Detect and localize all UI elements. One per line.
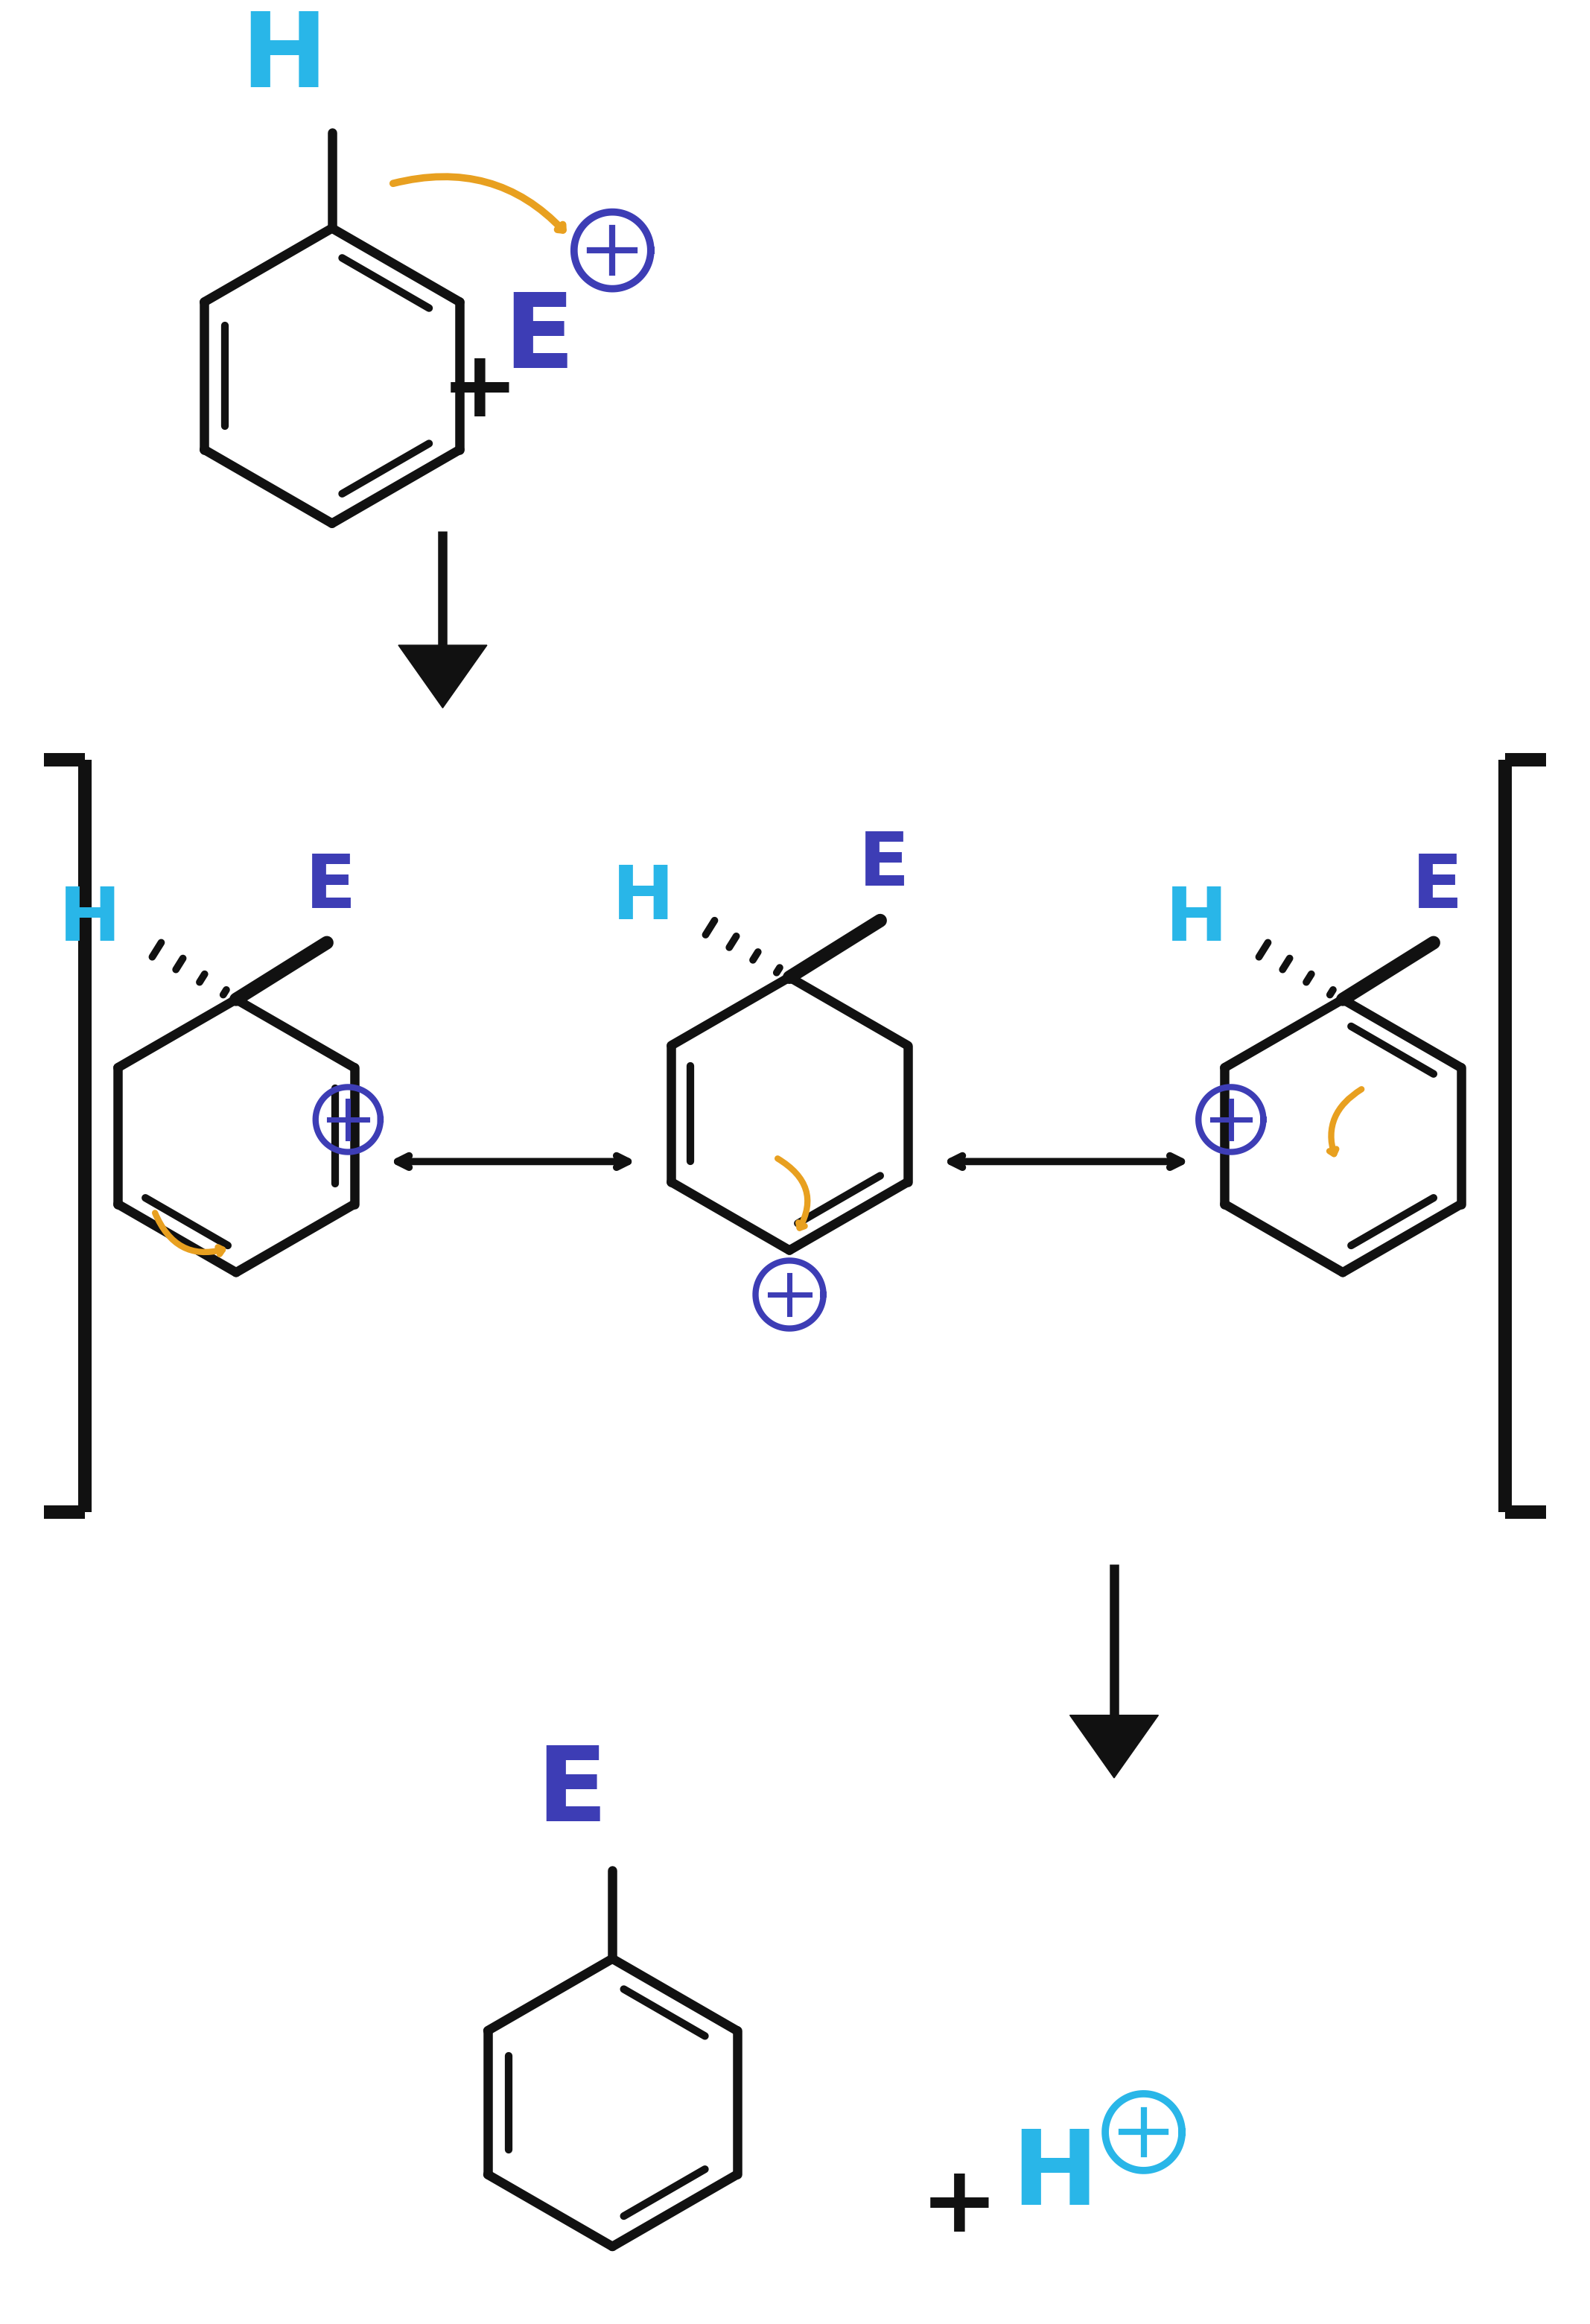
- Text: H: H: [1011, 2126, 1099, 2226]
- Polygon shape: [399, 646, 487, 709]
- Text: E: E: [859, 830, 909, 902]
- Text: E: E: [305, 851, 356, 923]
- Text: +: +: [921, 2161, 999, 2252]
- Polygon shape: [1070, 1715, 1159, 1778]
- Text: +: +: [440, 346, 518, 435]
- Text: H: H: [59, 885, 121, 957]
- Text: E: E: [1412, 851, 1463, 923]
- Text: E: E: [536, 1743, 607, 1843]
- Text: H: H: [1165, 885, 1227, 957]
- Text: H: H: [240, 9, 328, 109]
- Text: H: H: [612, 862, 674, 934]
- Text: E: E: [504, 288, 574, 388]
